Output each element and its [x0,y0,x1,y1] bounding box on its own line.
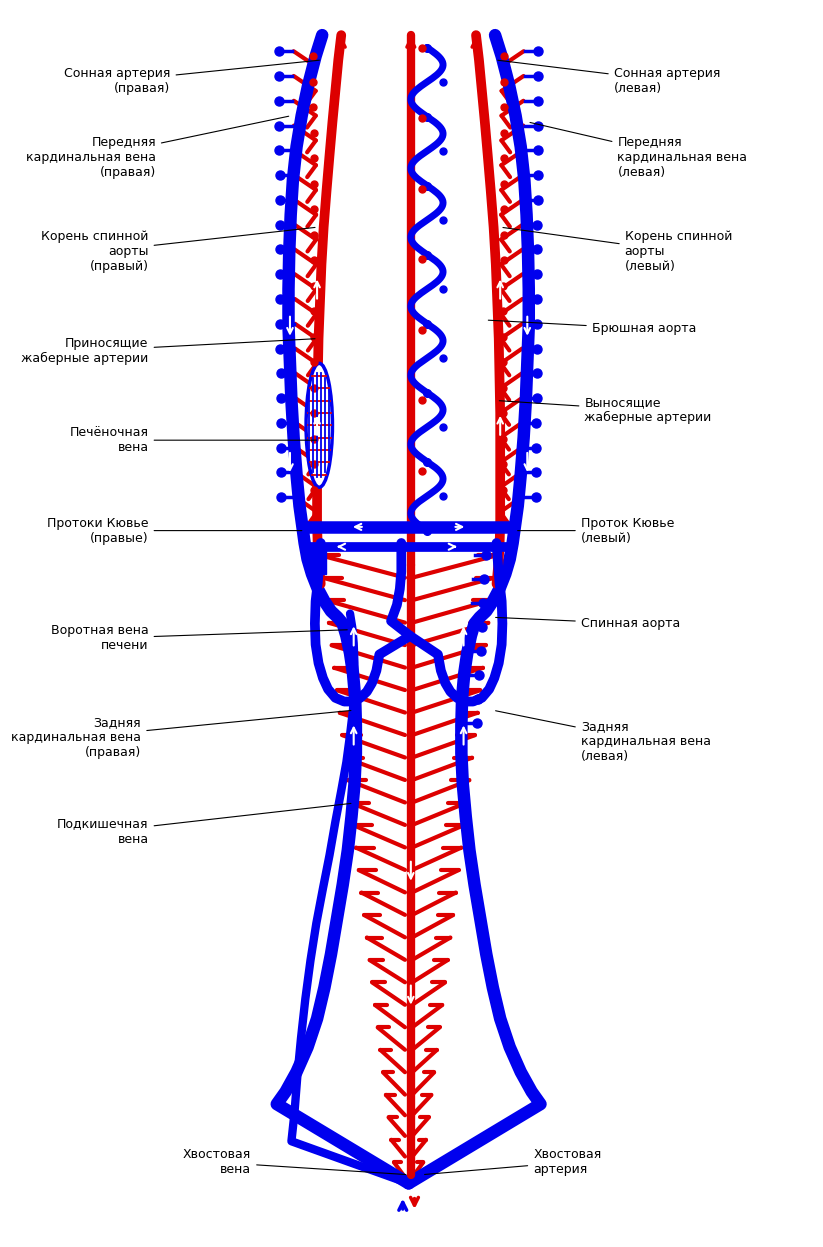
Text: Корень спинной
аорты
(правый): Корень спинной аорты (правый) [41,227,315,273]
Text: Сонная артерия
(правая): Сонная артерия (правая) [64,60,319,95]
Text: Воротная вена
печени: Воротная вена печени [51,625,347,652]
Text: Хвостовая
артерия: Хвостовая артерия [425,1148,602,1176]
Text: Сонная артерия
(левая): Сонная артерия (левая) [498,60,720,95]
Text: Печёночная
вена: Печёночная вена [70,426,317,454]
Text: Приносящие
жаберные артерии: Приносящие жаберные артерии [21,337,315,365]
Text: Брюшная аорта: Брюшная аорта [488,320,696,335]
Ellipse shape [306,363,332,488]
Text: Хвостовая
вена: Хвостовая вена [183,1148,406,1176]
Text: Подкишечная
вена: Подкишечная вена [57,803,351,845]
Text: Задняя
кардинальная вена
(левая): Задняя кардинальная вена (левая) [495,711,711,763]
Text: Протоки Кювье
(правые): Протоки Кювье (правые) [47,516,302,545]
Text: Спинная аорта: Спинная аорта [495,617,680,630]
Text: Передняя
кардинальная вена
(правая): Передняя кардинальная вена (правая) [26,116,289,180]
Text: Задняя
кардинальная вена
(правая): Задняя кардинальная вена (правая) [12,711,351,759]
Text: Проток Кювье
(левый): Проток Кювье (левый) [518,516,674,545]
Text: Выносящие
жаберные артерии: Выносящие жаберные артерии [500,397,712,424]
FancyBboxPatch shape [309,549,326,574]
Text: Корень спинной
аорты
(левый): Корень спинной аорты (левый) [503,227,732,273]
Text: Передняя
кардинальная вена
(левая): Передняя кардинальная вена (левая) [530,122,747,180]
